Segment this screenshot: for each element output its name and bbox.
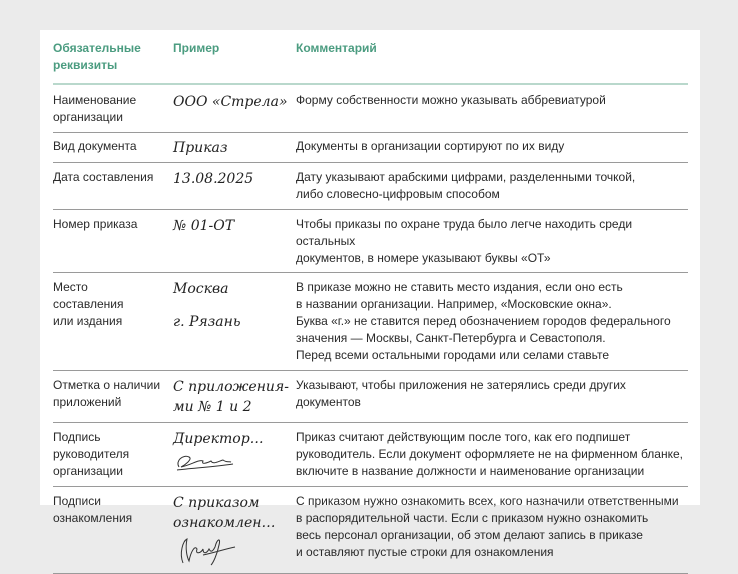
cell-line: Приказ считают действующим после того, к… <box>296 430 631 444</box>
requisites-card: Обязательные реквизиты Пример Комментарий… <box>40 30 700 574</box>
requisite-cell: Подпись руководителя организации <box>53 422 173 487</box>
table-row: Наименование организации ООО «Стрела» Форму… <box>53 84 688 133</box>
cell-line: г. Рязань <box>173 314 241 330</box>
cell-line: Документы в организации сортируют по их … <box>296 139 565 153</box>
cell-line: Номер приказа <box>53 217 138 231</box>
cell-line: Дату указывают арабскими цифрами, раздел… <box>296 170 636 184</box>
director-signature-icon <box>176 455 234 471</box>
cell-line: приложений <box>53 395 122 409</box>
cell-line: ознакомлен… <box>173 515 276 531</box>
cell-line: ми № 1 и 2 <box>173 399 252 415</box>
cell-line: Дата составления <box>53 170 154 184</box>
cell-line: руководитель. Если документ оформляете н… <box>296 447 683 461</box>
table-header: Обязательные реквизиты Пример Комментарий <box>53 40 688 85</box>
cell-line: Форму собственности можно указывать аббр… <box>296 93 606 107</box>
header-text: Обязательные <box>53 41 141 55</box>
example-cell: Приказ <box>173 132 296 163</box>
cell-line: и оставляют пустые строки для ознакомлен… <box>296 545 554 559</box>
requisite-cell: Место составления или издания <box>53 272 173 371</box>
comment-cell: Приказ считают действующим после того, к… <box>296 422 688 487</box>
comment-cell: Чтобы приказы по охране труда было легче… <box>296 209 688 273</box>
cell-line: Буква «г.» не ставится перед обозначение… <box>296 314 671 328</box>
cell-line: Отметка о наличии <box>53 378 161 392</box>
comment-cell: С приказом нужно ознакомить всех, кого н… <box>296 486 688 574</box>
cell-line: 13.08.2025 <box>173 171 254 187</box>
comment-cell: В приказе можно не ставить место издания… <box>296 272 688 371</box>
cell-line: С приказом нужно ознакомить всех, кого н… <box>296 494 679 508</box>
cell-line: документов <box>296 395 361 409</box>
comment-cell: Документы в организации сортируют по их … <box>296 132 688 163</box>
table-row: Подпись руководителя организации Директор… П… <box>53 422 688 487</box>
cell-line: в распорядительной части. Если с приказо… <box>296 511 649 525</box>
header-comment: Комментарий <box>296 40 688 85</box>
cell-line: С приложения- <box>173 379 289 395</box>
header-requisites: Обязательные реквизиты <box>53 40 173 85</box>
example-cell: С приказом ознакомлен… <box>173 486 296 574</box>
cell-line: Вид документа <box>53 139 137 153</box>
cell-line: В приказе можно не ставить место издания… <box>296 280 623 294</box>
cell-line: либо словесно-цифровым способом <box>296 187 500 201</box>
cell-line: Директор… <box>173 431 264 447</box>
requisite-cell: Подписи ознакомления <box>53 486 173 574</box>
acknowledgement-signature-icon <box>180 538 236 566</box>
cell-line: ООО «Стрела» <box>173 94 288 110</box>
cell-line: включите в название должности и наименов… <box>296 464 645 478</box>
table-row: Дата составления 13.08.2025 Дату указывают… <box>53 162 688 210</box>
cell-line: № 01-ОТ <box>173 218 235 234</box>
header-text: реквизиты <box>53 58 118 72</box>
cell-line: значения — Москвы, Санкт-Петербурга и Се… <box>296 331 606 345</box>
cell-line: или издания <box>53 314 123 328</box>
table-row: Номер приказа № 01-ОТ Чтобы приказы по охр… <box>53 209 688 273</box>
example-cell: № 01-ОТ <box>173 209 296 273</box>
cell-line: Указывают, чтобы приложения не затерялис… <box>296 378 626 392</box>
requisite-cell: Дата составления <box>53 162 173 210</box>
cell-line: руководителя <box>53 447 130 461</box>
cell-line: в названии организации. Например, «Моско… <box>296 297 612 311</box>
example-cell: ООО «Стрела» <box>173 84 296 133</box>
example-cell: Москва г. Рязань <box>173 272 296 371</box>
cell-line: Подписи <box>53 494 101 508</box>
cell-line: Приказ <box>173 140 228 156</box>
cell-line: ознакомления <box>53 511 133 525</box>
cell-line: организации <box>53 110 123 124</box>
cell-line: организации <box>53 464 123 478</box>
cell-line: Подпись <box>53 430 101 444</box>
example-cell: 13.08.2025 <box>173 162 296 210</box>
table-row: Место составления или издания Москва г. Ряза… <box>53 272 688 371</box>
requisites-table: Обязательные реквизиты Пример Комментарий… <box>53 40 688 574</box>
comment-cell: Указывают, чтобы приложения не затерялис… <box>296 370 688 423</box>
requisite-cell: Наименование организации <box>53 84 173 133</box>
cell-line: составления <box>53 297 124 311</box>
cell-line: Перед всеми остальными городами или села… <box>296 348 609 362</box>
cell-line: Чтобы приказы по охране труда было легче… <box>296 217 633 248</box>
requisite-cell: Номер приказа <box>53 209 173 273</box>
cell-line: С приказом <box>173 495 260 511</box>
cell-line: весь персонал организации, об этом делаю… <box>296 528 643 542</box>
cell-line: Наименование <box>53 93 137 107</box>
comment-cell: Форму собственности можно указывать аббр… <box>296 84 688 133</box>
cell-line: документов, в номере указывают буквы «ОТ… <box>296 251 551 265</box>
requisite-cell: Отметка о наличии приложений <box>53 370 173 423</box>
comment-cell: Дату указывают арабскими цифрами, раздел… <box>296 162 688 210</box>
example-cell: Директор… <box>173 422 296 487</box>
header-example: Пример <box>173 40 296 85</box>
table-row: Отметка о наличии приложений С приложения-… <box>53 370 688 423</box>
table-row: Подписи ознакомления С приказом ознакомлен…… <box>53 486 688 574</box>
cell-line: Москва <box>173 281 229 297</box>
requisite-cell: Вид документа <box>53 132 173 163</box>
table-row: Вид документа Приказ Документы в организац… <box>53 132 688 163</box>
cell-line: Место <box>53 280 88 294</box>
example-cell: С приложения-ми № 1 и 2 <box>173 370 296 423</box>
